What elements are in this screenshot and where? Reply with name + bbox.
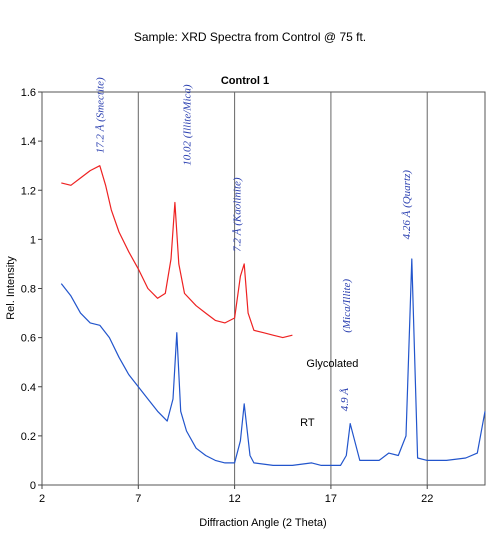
chart-main-title: Sample: XRD Spectra from Control @ 75 ft… bbox=[133, 30, 367, 44]
plot-subtitle: Control 1 bbox=[221, 75, 269, 87]
series-line-glycolated bbox=[61, 165, 293, 339]
y-tick-label: 0 bbox=[30, 480, 36, 492]
y-tick-label: 0.2 bbox=[21, 431, 36, 443]
y-tick-label: 1 bbox=[30, 234, 36, 246]
y-tick-label: 0.4 bbox=[21, 382, 36, 394]
x-tick-label: 2 bbox=[39, 493, 45, 505]
y-tick-label: 0.8 bbox=[21, 284, 36, 296]
y-tick-label: 1.2 bbox=[21, 185, 36, 197]
axis-ticks: 2 7 12 17 22 0 0.2 0.4 0.6 0.8 1 1.2 1.4 1.6 bbox=[21, 87, 434, 505]
peak-annotation: 4.26 Å (Quartz) bbox=[401, 170, 413, 240]
x-tick-label: 7 bbox=[135, 493, 141, 505]
series-line-rt bbox=[60, 258, 486, 466]
peak-annotation: 7.2 Å (Kaolinite) bbox=[231, 177, 243, 252]
x-tick-label: 22 bbox=[421, 493, 433, 505]
series-group: Glycolated RT bbox=[60, 165, 486, 466]
x-tick-label: 12 bbox=[228, 493, 240, 505]
y-tick-label: 0.6 bbox=[21, 333, 36, 345]
grid-lines bbox=[137, 92, 428, 485]
plot-frame bbox=[41, 91, 486, 486]
annotation-group: 17.2 Å (Smectite) 10.02 (Illite/Mica) 7.2 … bbox=[95, 77, 413, 411]
series-label-rt: RT bbox=[300, 417, 315, 429]
peak-annotation: 10.02 (Illite/Mica) bbox=[181, 84, 193, 166]
series-label-glycolated: Glycolated bbox=[306, 358, 358, 370]
peak-annotation: (Mica/Illite) bbox=[341, 279, 353, 333]
peak-annotation: 4.9 Å bbox=[339, 388, 351, 412]
x-tick-label: 17 bbox=[325, 493, 337, 505]
y-axis-title: Rel. Intensity bbox=[5, 256, 17, 320]
y-tick-label: 1.4 bbox=[21, 136, 36, 148]
x-axis-title: Diffraction Angle (2 Theta) bbox=[199, 517, 326, 529]
peak-annotation: 17.2 Å (Smectite) bbox=[95, 77, 107, 153]
y-tick-label: 1.6 bbox=[21, 87, 36, 99]
